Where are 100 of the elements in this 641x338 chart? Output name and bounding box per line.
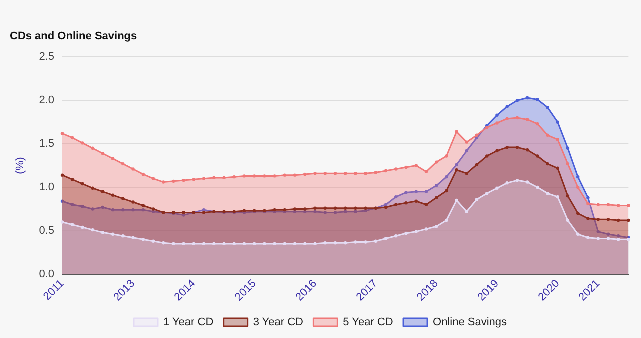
point bbox=[566, 194, 570, 198]
point bbox=[616, 234, 620, 238]
point bbox=[60, 132, 64, 136]
point bbox=[182, 178, 186, 182]
point bbox=[606, 218, 610, 222]
point bbox=[101, 206, 105, 210]
point bbox=[616, 238, 620, 242]
point bbox=[142, 204, 145, 208]
point bbox=[354, 240, 358, 244]
point bbox=[445, 189, 448, 193]
point bbox=[111, 208, 115, 212]
point bbox=[364, 206, 368, 210]
legend-label: 3 Year CD bbox=[253, 316, 304, 329]
point bbox=[434, 196, 438, 200]
point bbox=[81, 142, 84, 145]
point bbox=[496, 122, 499, 125]
point bbox=[455, 130, 458, 134]
point bbox=[455, 163, 458, 167]
point bbox=[324, 211, 327, 214]
point bbox=[202, 177, 206, 180]
point bbox=[586, 202, 590, 206]
point bbox=[445, 218, 448, 222]
point bbox=[445, 154, 448, 158]
point bbox=[586, 236, 590, 240]
point bbox=[252, 174, 256, 178]
point bbox=[71, 223, 74, 226]
point bbox=[516, 178, 520, 182]
point bbox=[546, 192, 550, 196]
point bbox=[60, 174, 64, 177]
point bbox=[142, 208, 145, 212]
point bbox=[304, 172, 307, 176]
point bbox=[324, 172, 327, 176]
point bbox=[344, 210, 348, 214]
point bbox=[404, 191, 408, 194]
point bbox=[91, 186, 94, 190]
point bbox=[627, 218, 630, 222]
point bbox=[304, 242, 307, 246]
point bbox=[596, 203, 600, 206]
point bbox=[566, 162, 570, 166]
point bbox=[71, 203, 74, 206]
point bbox=[334, 172, 338, 176]
point bbox=[81, 205, 84, 208]
point bbox=[434, 224, 438, 228]
point bbox=[384, 203, 388, 206]
point bbox=[293, 242, 297, 246]
point bbox=[627, 204, 630, 208]
point bbox=[445, 175, 448, 179]
point bbox=[586, 217, 590, 220]
point bbox=[516, 146, 520, 150]
point bbox=[475, 163, 479, 167]
point bbox=[455, 168, 458, 172]
point bbox=[526, 96, 530, 100]
point bbox=[344, 206, 348, 210]
point bbox=[394, 203, 398, 206]
point bbox=[465, 172, 468, 176]
point bbox=[384, 237, 388, 240]
point bbox=[354, 206, 358, 210]
point bbox=[556, 120, 560, 124]
point bbox=[212, 176, 216, 180]
point bbox=[162, 241, 166, 245]
point bbox=[324, 206, 327, 210]
point bbox=[475, 134, 479, 137]
point bbox=[364, 209, 368, 213]
chart-title: CDs and Online Savings bbox=[10, 30, 138, 43]
point bbox=[354, 210, 358, 214]
point bbox=[616, 218, 620, 222]
point bbox=[455, 198, 458, 202]
point bbox=[465, 149, 468, 153]
point bbox=[122, 234, 125, 238]
point bbox=[536, 154, 540, 158]
point bbox=[222, 176, 226, 180]
point bbox=[496, 149, 499, 153]
point bbox=[172, 180, 176, 184]
point bbox=[596, 230, 600, 234]
point bbox=[304, 208, 307, 211]
point bbox=[101, 152, 105, 156]
point bbox=[111, 194, 115, 197]
point bbox=[596, 218, 600, 222]
point bbox=[222, 242, 226, 246]
point bbox=[273, 242, 276, 246]
point bbox=[486, 154, 489, 158]
point bbox=[172, 242, 176, 246]
point bbox=[546, 162, 550, 166]
point bbox=[475, 198, 479, 202]
point bbox=[182, 211, 186, 214]
point bbox=[202, 242, 206, 246]
y-tick-label: 0.0 bbox=[39, 268, 54, 280]
point bbox=[212, 242, 216, 246]
point bbox=[424, 170, 428, 174]
point bbox=[414, 200, 418, 203]
point bbox=[152, 177, 156, 180]
point bbox=[142, 172, 145, 176]
point bbox=[324, 241, 327, 245]
point bbox=[394, 168, 398, 171]
point bbox=[232, 242, 236, 246]
point bbox=[576, 175, 580, 179]
point bbox=[596, 237, 600, 240]
point bbox=[293, 208, 297, 211]
point bbox=[81, 182, 84, 186]
point bbox=[566, 218, 570, 222]
